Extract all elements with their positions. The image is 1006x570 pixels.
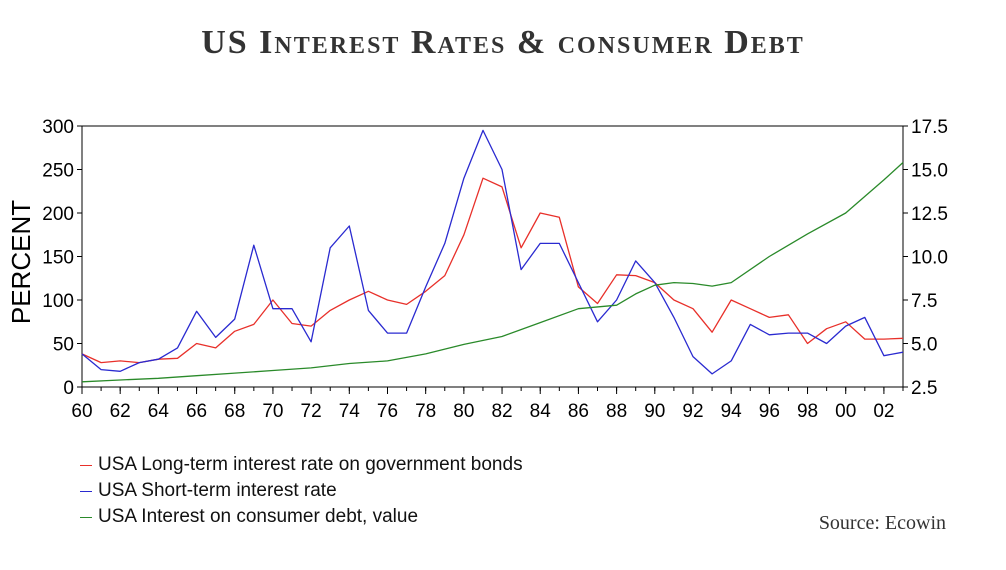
x-tick-label: 96 <box>759 401 780 422</box>
x-tick-label: 00 <box>835 401 856 422</box>
y-left-tick-label: 300 <box>42 117 74 138</box>
series-line-1 <box>81 177 904 364</box>
x-tick-label: 82 <box>491 401 512 422</box>
x-tick-label: 72 <box>301 401 322 422</box>
y-right-tick-label: 17.5 <box>911 117 948 138</box>
x-tick-label: 86 <box>568 401 589 422</box>
plot-frame <box>81 125 904 388</box>
y-left-tick-label: 200 <box>42 204 74 225</box>
legend-label: USA Interest on consumer debt, value <box>98 506 419 527</box>
chart-title: US Interest Rates & consumer Debt <box>201 24 805 61</box>
y-right-tick-label: 2.5 <box>911 378 937 399</box>
y-right-tick-label: 5.0 <box>911 335 937 356</box>
series-line-2 <box>81 129 904 375</box>
y-left-tick-label: 50 <box>53 335 74 356</box>
x-tick-label: 60 <box>71 401 92 422</box>
x-tick-label: 88 <box>606 401 627 422</box>
y-right-tick-label: 12.5 <box>911 204 948 225</box>
legend-swatch-green <box>80 516 92 518</box>
series-layer <box>81 129 904 383</box>
x-tick-label: 76 <box>377 401 398 422</box>
source-note: Source: Ecowin <box>818 512 946 534</box>
legend-label: USA Long-term interest rate on governmen… <box>98 454 523 475</box>
x-tick-label: 80 <box>453 401 474 422</box>
legend-swatch-red <box>80 464 92 466</box>
x-tick-label: 92 <box>682 401 703 422</box>
legend-label: USA Short-term interest rate <box>98 480 337 501</box>
x-tick-label: 90 <box>644 401 665 422</box>
y-right-tick-label: 15.0 <box>911 161 948 182</box>
x-tick-label: 74 <box>339 401 361 422</box>
y-right-tick-label: 10.0 <box>911 248 948 269</box>
x-tick-label: 98 <box>797 401 818 422</box>
x-tick-label: 02 <box>873 401 894 422</box>
x-tick-label: 62 <box>110 401 131 422</box>
y-left-tick-label: 0 <box>63 378 74 399</box>
axes-layer: 0 50 100 150 200 250 300 2.5 5.0 7.5 10.0 12.5 15.0 1… <box>42 117 948 422</box>
y-right-tick-label: 7.5 <box>911 291 937 312</box>
y-left-tick-label: 100 <box>42 291 74 312</box>
y-axis-label: PERCENT <box>6 200 36 324</box>
x-tick-label: 64 <box>148 401 170 422</box>
x-tick-label: 68 <box>224 401 245 422</box>
y-left-tick-label: 150 <box>42 248 74 269</box>
series-line-3 <box>81 162 904 383</box>
x-tick-label: 78 <box>415 401 436 422</box>
x-tick-label: 66 <box>186 401 207 422</box>
legend-item-long-term: USA Long-term interest rate on governmen… <box>80 452 523 478</box>
legend-item-short-term: USA Short-term interest rate <box>80 478 523 504</box>
x-tick-label: 84 <box>530 401 552 422</box>
y-left-tick-label: 250 <box>42 161 74 182</box>
legend-swatch-blue <box>80 490 92 492</box>
legend-item-consumer-debt: USA Interest on consumer debt, value <box>80 504 523 530</box>
legend: USA Long-term interest rate on governmen… <box>80 452 523 530</box>
x-tick-label: 94 <box>721 401 743 422</box>
x-tick-label: 70 <box>262 401 283 422</box>
